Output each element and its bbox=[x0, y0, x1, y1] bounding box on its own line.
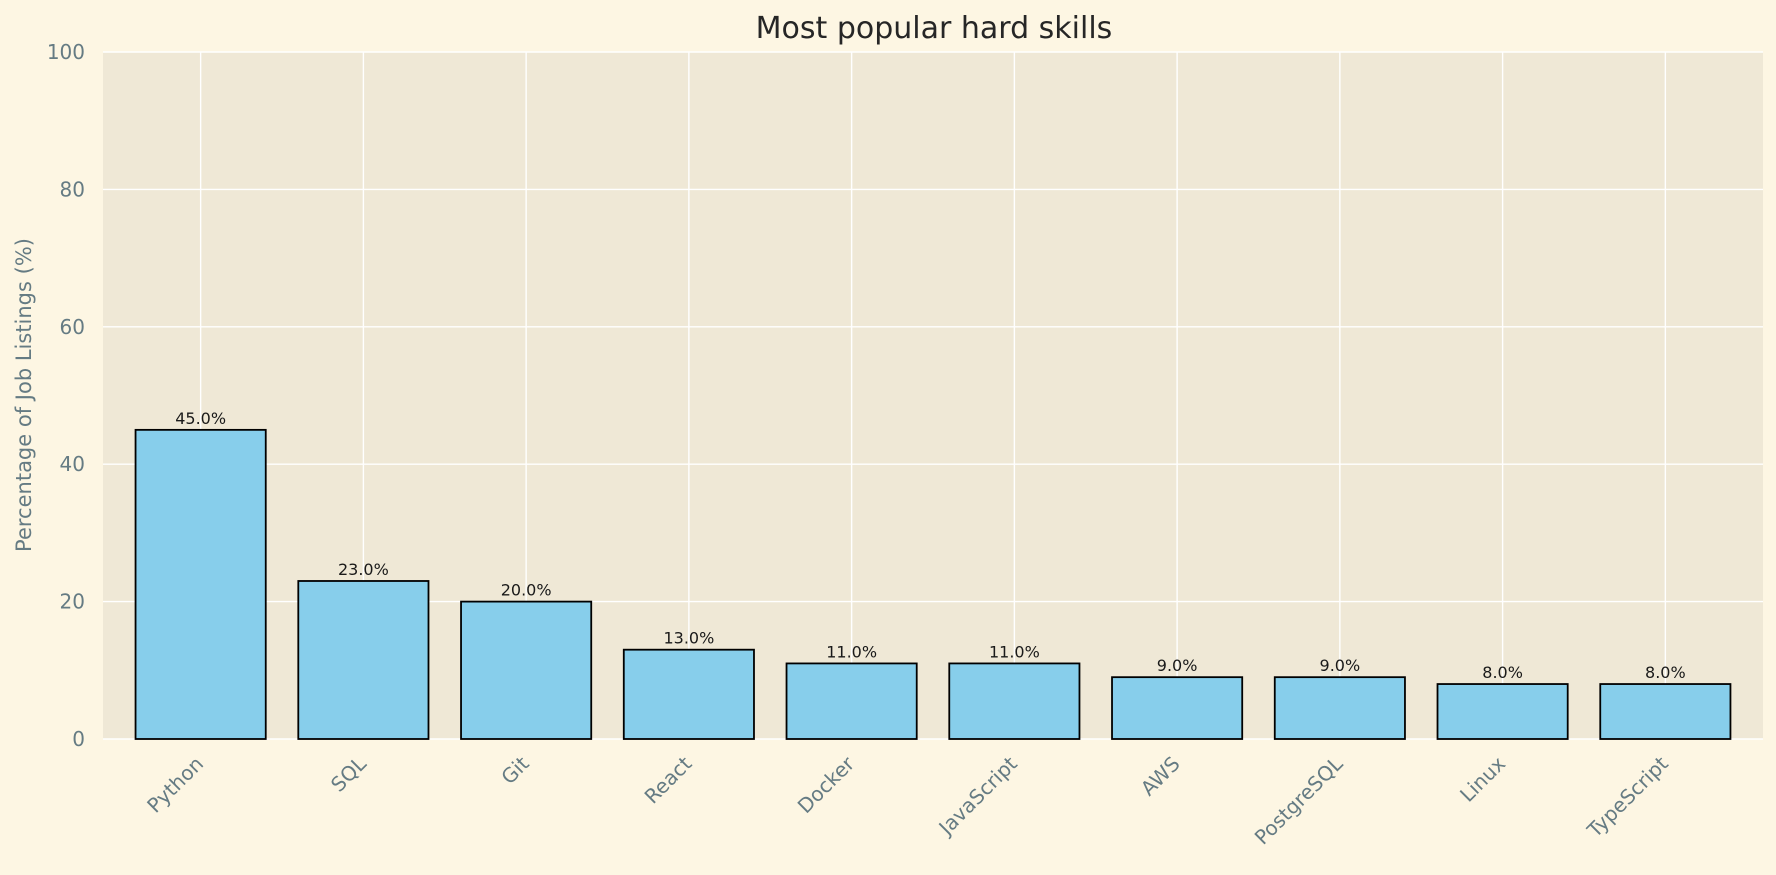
y-tick-label: 40 bbox=[60, 452, 85, 476]
bar-git bbox=[460, 600, 593, 740]
chart-title: Most popular hard skills bbox=[756, 11, 1113, 46]
y-axis-label: Percentage of Job Listings (%) bbox=[12, 238, 36, 552]
value-label-linux: 8.0% bbox=[1482, 663, 1523, 682]
bar-typescript bbox=[1599, 683, 1732, 740]
bar-aws bbox=[1111, 676, 1244, 740]
value-label-sql: 23.0% bbox=[338, 560, 389, 579]
value-label-aws: 9.0% bbox=[1157, 656, 1198, 675]
value-label-react: 13.0% bbox=[663, 629, 714, 648]
value-label-python: 45.0% bbox=[175, 409, 226, 428]
value-label-typescript: 8.0% bbox=[1645, 663, 1686, 682]
y-tick-label: 0 bbox=[72, 727, 85, 751]
value-label-postgresql: 9.0% bbox=[1320, 656, 1361, 675]
bars bbox=[134, 428, 1732, 740]
y-tick-label: 100 bbox=[47, 40, 85, 64]
bar-react bbox=[622, 648, 755, 740]
value-labels: 45.0% 23.0% 20.0% 13.0% 11.0% 11.0% 9.0% 9.0% 8.… bbox=[175, 409, 1685, 682]
bar-python bbox=[134, 428, 267, 740]
bar-linux bbox=[1436, 683, 1569, 740]
y-axis-ticks: 0 20 40 60 80 100 bbox=[47, 40, 85, 751]
value-label-javascript: 11.0% bbox=[989, 642, 1040, 661]
bar-docker bbox=[785, 662, 918, 740]
bar-postgresql bbox=[1273, 676, 1406, 740]
value-label-git: 20.0% bbox=[501, 581, 552, 600]
value-label-docker: 11.0% bbox=[826, 642, 877, 661]
bar-javascript bbox=[948, 662, 1081, 740]
y-tick-label: 80 bbox=[60, 177, 85, 201]
y-tick-label: 20 bbox=[60, 590, 85, 614]
y-tick-label: 60 bbox=[60, 315, 85, 339]
bar-sql bbox=[297, 580, 430, 740]
